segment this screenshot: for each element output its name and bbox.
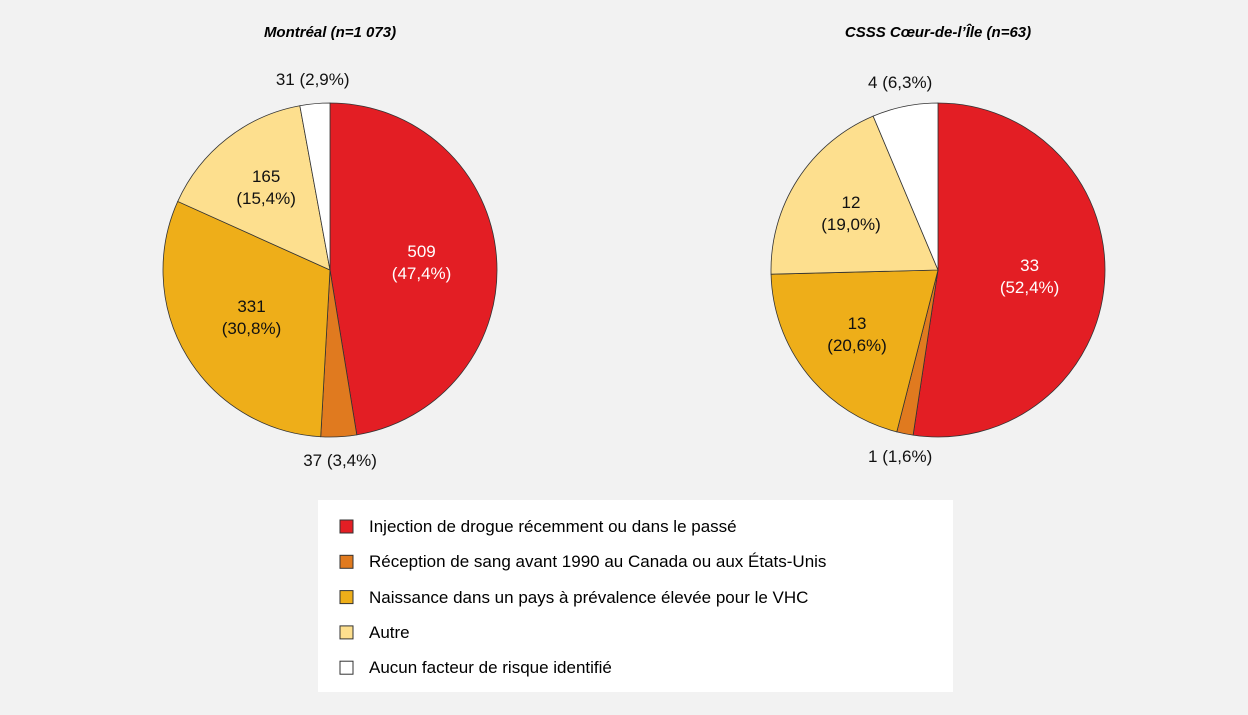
chart-title: Montréal (n=1 073) [263, 24, 397, 41]
legend-swatch [339, 554, 354, 569]
pie-slice [770, 115, 939, 275]
pie-slice [177, 105, 331, 271]
data-label: 12 (19,0%) [821, 192, 881, 234]
data-label: 37 (3,4%) [303, 450, 377, 470]
data-label: 4 (6,3%) [868, 72, 933, 92]
pie-slice [872, 102, 939, 271]
pie-slice [162, 200, 331, 438]
data-label: 1 (1,6%) [868, 447, 933, 467]
legend-swatch [339, 519, 354, 534]
legend-swatch [339, 625, 354, 640]
legend-label: Aucun facteur de risque identifié [369, 658, 612, 678]
pie-slice [912, 102, 1106, 438]
data-label: 165 (15,4%) [236, 167, 296, 209]
data-label: 33 (52,4%) [999, 255, 1060, 297]
data-label: 331 (30,8%) [221, 296, 282, 338]
legend-box [318, 500, 953, 692]
legend-label: Réception de sang avant 1990 au Canada o… [369, 552, 827, 572]
legend-swatch [339, 590, 354, 605]
pie-slice [299, 102, 331, 271]
pie-slice [329, 102, 498, 436]
data-label: 509 (47,4%) [391, 241, 452, 283]
legend-label: Injection de drogue récemment ou dans le… [369, 517, 737, 536]
chart-title: CSSS Cœur-de-l’Île (n=63) [844, 24, 1032, 41]
pie-slice [770, 269, 939, 433]
legend-label: Autre [369, 622, 410, 642]
data-label: 31 (2,9%) [275, 69, 350, 89]
data-label: 13 (20,6%) [827, 313, 887, 355]
legend-swatch [339, 660, 354, 675]
legend-label: Naissance dans un pays à prévalence élev… [369, 587, 809, 607]
